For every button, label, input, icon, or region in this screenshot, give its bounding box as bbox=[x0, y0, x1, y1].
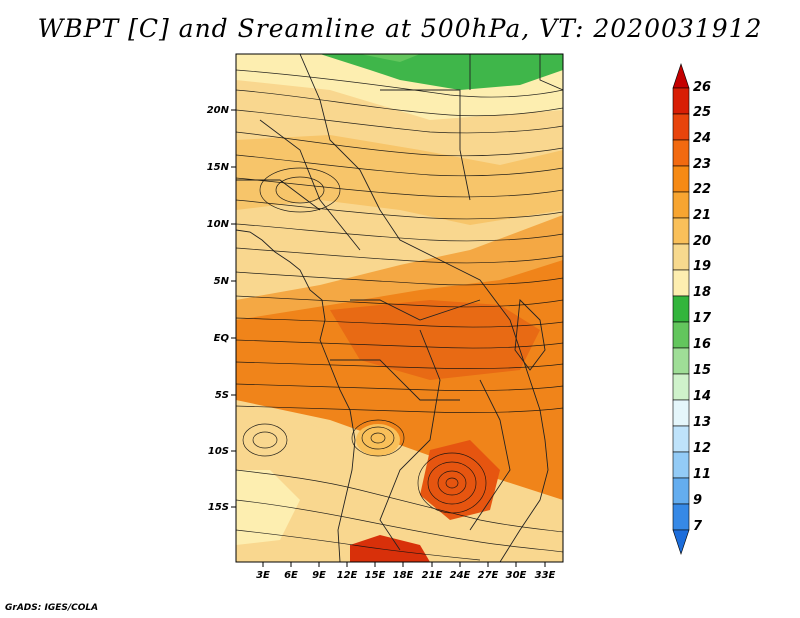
colorbar-swatch bbox=[672, 295, 690, 323]
lat-axis: 20N 15N 10N 5N EQ 5S 10S 15S bbox=[207, 105, 236, 513]
colorbar-label: 16 bbox=[693, 337, 711, 352]
colorbar-swatch bbox=[672, 451, 690, 479]
colorbar-swatch bbox=[672, 87, 690, 115]
colorbar-label: 23 bbox=[693, 157, 711, 172]
lon-label: 30E bbox=[506, 570, 527, 581]
colorbar-label: 15 bbox=[693, 363, 711, 378]
lat-label: 15N bbox=[207, 162, 230, 173]
colorbar-label: 25 bbox=[693, 105, 711, 120]
colorbar-swatch bbox=[672, 165, 690, 193]
lat-label: 5N bbox=[214, 276, 230, 287]
colorbar-swatch bbox=[672, 191, 690, 219]
colorbar-label: 26 bbox=[693, 80, 711, 95]
lon-label: 6E bbox=[284, 570, 298, 581]
colorbar-label: 20 bbox=[693, 234, 711, 249]
wbpt-field bbox=[236, 54, 563, 562]
colorbar-swatch bbox=[672, 113, 690, 141]
colorbar-label: 17 bbox=[693, 311, 712, 326]
lat-label: 5S bbox=[215, 390, 229, 401]
colorbar-swatch bbox=[672, 477, 690, 505]
colorbar-swatch bbox=[672, 139, 690, 167]
colorbar-label: 12 bbox=[693, 441, 711, 456]
colorbar-swatch bbox=[672, 269, 690, 297]
lon-label: 12E bbox=[337, 570, 358, 581]
colorbar-swatch bbox=[672, 529, 690, 555]
lat-label: EQ bbox=[214, 333, 230, 344]
map-title: WBPT [C] and Sreamline at 500hPa, VT: 20… bbox=[37, 14, 763, 43]
colorbar-label: 22 bbox=[693, 182, 711, 197]
colorbar-label: 7 bbox=[693, 519, 703, 534]
map-frame bbox=[235, 53, 564, 563]
colorbar-label: 21 bbox=[693, 208, 711, 223]
lon-label: 9E bbox=[312, 570, 326, 581]
lon-label: 33E bbox=[535, 570, 556, 581]
colorbar-swatch bbox=[672, 373, 690, 401]
colorbar-swatch bbox=[672, 347, 690, 375]
lat-label: 20N bbox=[207, 105, 230, 116]
lon-label: 21E bbox=[422, 570, 443, 581]
colorbar-labels: 26 25 24 23 22 21 20 19 18 17 16 15 14 1… bbox=[693, 80, 712, 534]
lat-label: 10S bbox=[208, 446, 229, 457]
colorbar-label: 11 bbox=[693, 467, 711, 482]
lon-label: 18E bbox=[393, 570, 414, 581]
colorbar-swatch bbox=[672, 425, 690, 453]
colorbar-label: 24 bbox=[693, 131, 711, 146]
lat-label: 15S bbox=[208, 502, 229, 513]
colorbar-label: 13 bbox=[693, 415, 711, 430]
colorbar bbox=[672, 63, 690, 555]
grads-credit: GrADS: IGES/COLA bbox=[5, 603, 99, 613]
colorbar-swatch bbox=[672, 243, 690, 271]
lon-label: 27E bbox=[478, 570, 499, 581]
colorbar-label: 18 bbox=[693, 285, 711, 300]
colorbar-swatch bbox=[672, 399, 690, 427]
colorbar-label: 9 bbox=[693, 493, 702, 508]
colorbar-label: 14 bbox=[693, 389, 711, 404]
colorbar-swatch bbox=[672, 63, 690, 89]
colorbar-label: 19 bbox=[693, 259, 711, 274]
lat-label: 10N bbox=[207, 219, 230, 230]
lon-label: 3E bbox=[256, 570, 270, 581]
colorbar-swatch bbox=[672, 321, 690, 349]
lon-axis: 3E 6E 9E 12E 15E 18E 21E 24E 27E 30E 33E bbox=[256, 562, 556, 581]
colorbar-swatch bbox=[672, 217, 690, 245]
lon-label: 15E bbox=[365, 570, 386, 581]
lon-label: 24E bbox=[450, 570, 471, 581]
colorbar-swatch bbox=[672, 503, 690, 531]
